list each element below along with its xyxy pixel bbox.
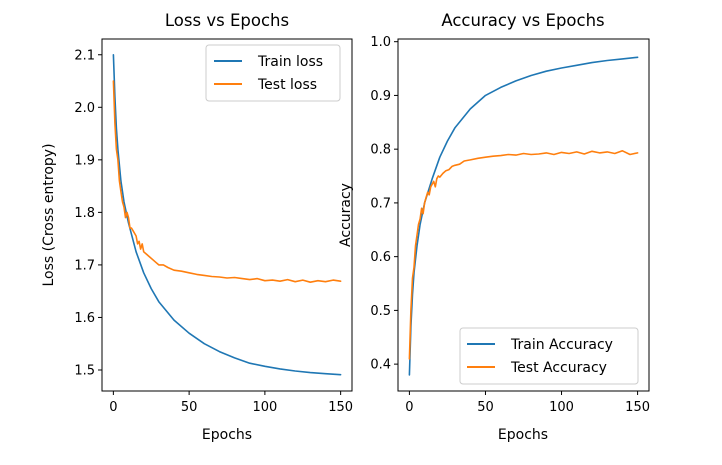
x-tick-label: 150 — [625, 400, 650, 415]
y-tick-label: 2.1 — [74, 48, 95, 63]
x-tick-label: 0 — [109, 400, 117, 415]
chart-title: Accuracy vs Epochs — [441, 11, 604, 30]
y-tick-label: 0.5 — [370, 304, 391, 319]
legend-label-test-accuracy: Test Accuracy — [510, 360, 607, 376]
axes-frame — [101, 38, 353, 392]
legend-label-train-loss: Train loss — [257, 54, 323, 70]
y-tick-label: 1.0 — [370, 35, 391, 50]
axis-ticks: 0 50 100 150 1.5 1.6 1.7 1.8 1.9 2.0 2.1 — [74, 48, 353, 415]
plot-lines — [112, 53, 342, 376]
y-tick-label: 0.9 — [370, 89, 391, 104]
axes-frame — [397, 38, 650, 392]
legend-label-test-loss: Test loss — [257, 77, 317, 93]
y-tick-label: 0.7 — [370, 196, 391, 211]
plot-lines — [408, 56, 639, 376]
y-tick-label: 1.9 — [74, 153, 95, 168]
x-axis-label: Epochs — [498, 427, 548, 443]
loss-subplot: Loss vs Epochs 0 50 100 150 1.5 1.6 1.7 1.8 1.9 2… — [41, 11, 353, 443]
x-tick-label: 100 — [549, 400, 574, 415]
x-tick-label: 150 — [328, 400, 353, 415]
x-tick-label: 0 — [405, 400, 413, 415]
x-axis-label: Epochs — [202, 427, 252, 443]
x-tick-label: 50 — [181, 400, 198, 415]
y-axis-label: Loss (Cross entropy) — [41, 143, 57, 286]
y-tick-label: 0.4 — [370, 358, 391, 373]
y-tick-label: 2.0 — [74, 101, 95, 116]
y-tick-label: 1.5 — [74, 363, 95, 378]
accuracy-subplot: Accuracy vs Epochs 0 50 100 150 0.4 0.5 0.6 0.7… — [338, 11, 650, 443]
y-tick-label: 0.6 — [370, 250, 391, 265]
series-line-test-accuracy — [408, 150, 639, 360]
y-axis-label: Accuracy — [338, 183, 354, 247]
legend-label-train-accuracy: Train Accuracy — [510, 337, 613, 353]
x-tick-label: 100 — [252, 400, 277, 415]
legend: Train loss Test loss — [205, 44, 341, 102]
y-tick-label: 1.6 — [74, 311, 95, 326]
y-tick-label: 0.8 — [370, 143, 391, 158]
axis-ticks: 0 50 100 150 0.4 0.5 0.6 0.7 0.8 0.9 1.0 — [370, 35, 650, 415]
series-line-test-loss — [112, 80, 342, 284]
series-line-train-loss — [112, 53, 342, 376]
legend: Train Accuracy Test Accuracy — [459, 327, 639, 385]
y-tick-label: 1.8 — [74, 206, 95, 221]
x-tick-label: 50 — [477, 400, 494, 415]
y-tick-label: 1.7 — [74, 258, 95, 273]
chart-title: Loss vs Epochs — [165, 11, 289, 30]
series-line-train-accuracy — [408, 56, 639, 376]
